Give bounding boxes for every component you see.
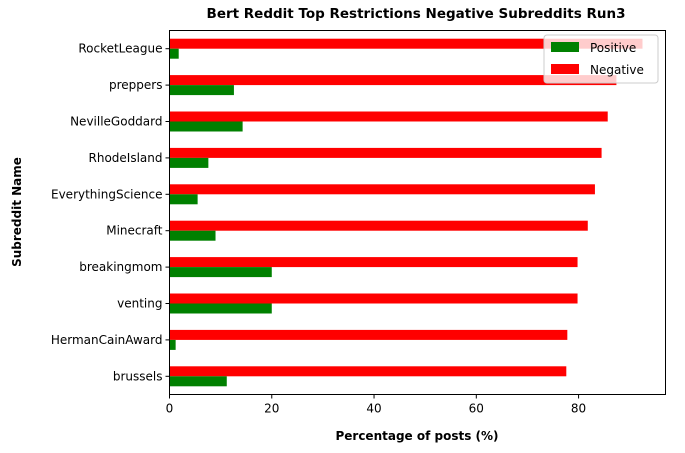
- bar-positive-hermancainaward: [169, 339, 176, 350]
- bar-positive-rhodeisland: [169, 157, 209, 168]
- x-tick-label-60: 60: [469, 402, 484, 416]
- bar-negative-nevillegoddard: [169, 111, 608, 122]
- legend-label-negative: Negative: [590, 63, 644, 77]
- bar-positive-everythingscience: [169, 194, 198, 205]
- bar-negative-brussels: [169, 366, 567, 377]
- plot-area: [169, 38, 643, 387]
- bar-negative-hermancainaward: [169, 329, 568, 340]
- legend-swatch-positive: [551, 42, 579, 52]
- bar-positive-nevillegoddard: [169, 121, 243, 132]
- bar-negative-minecraft: [169, 220, 588, 231]
- y-tick-label-nevillegoddard: NevilleGoddard: [70, 115, 162, 129]
- bar-negative-venting: [169, 293, 578, 304]
- y-tick-label-everythingscience: EverythingScience: [51, 187, 163, 201]
- x-tick-label-20: 20: [264, 402, 279, 416]
- y-axis-ticks: RocketLeague preppers NevilleGoddard RhodeI…: [51, 42, 170, 383]
- legend: Positive Negative: [543, 34, 659, 84]
- bar-negative-rhodeisland: [169, 147, 602, 158]
- x-axis-ticks: 0 20 40 60 80: [166, 394, 586, 416]
- bar-positive-breakingmom: [169, 267, 272, 278]
- plot-frame: [169, 30, 666, 395]
- bar-positive-preppers: [169, 85, 234, 96]
- y-tick-label-venting: venting: [117, 297, 162, 311]
- y-tick-label-hermancainaward: HermanCainAward: [51, 333, 163, 347]
- bar-negative-preppers: [169, 75, 617, 86]
- bar-negative-everythingscience: [169, 184, 595, 195]
- y-tick-label-rocketleague: RocketLeague: [78, 42, 162, 56]
- bar-negative-rocketleague: [169, 38, 643, 49]
- x-tick-label-40: 40: [366, 402, 381, 416]
- y-tick-label-preppers: preppers: [109, 78, 162, 92]
- x-tick-label-0: 0: [166, 402, 174, 416]
- chart-title: Bert Reddit Top Restrictions Negative Su…: [207, 6, 626, 22]
- bar-positive-venting: [169, 303, 272, 314]
- bar-positive-minecraft: [169, 230, 216, 241]
- y-axis-label: Subreddit Name: [10, 157, 24, 267]
- bar-positive-rocketleague: [169, 48, 179, 59]
- legend-swatch-negative: [551, 64, 579, 74]
- bar-positive-brussels: [169, 376, 227, 387]
- y-tick-label-brussels: brussels: [113, 369, 163, 383]
- y-tick-label-rhodeisland: RhodeIsland: [89, 151, 163, 165]
- bar-negative-breakingmom: [169, 257, 578, 268]
- legend-label-positive: Positive: [590, 41, 636, 55]
- y-tick-label-minecraft: Minecraft: [106, 224, 163, 238]
- x-axis-label: Percentage of posts (%): [335, 429, 498, 443]
- x-tick-label-80: 80: [571, 402, 586, 416]
- y-tick-label-breakingmom: breakingmom: [79, 260, 162, 274]
